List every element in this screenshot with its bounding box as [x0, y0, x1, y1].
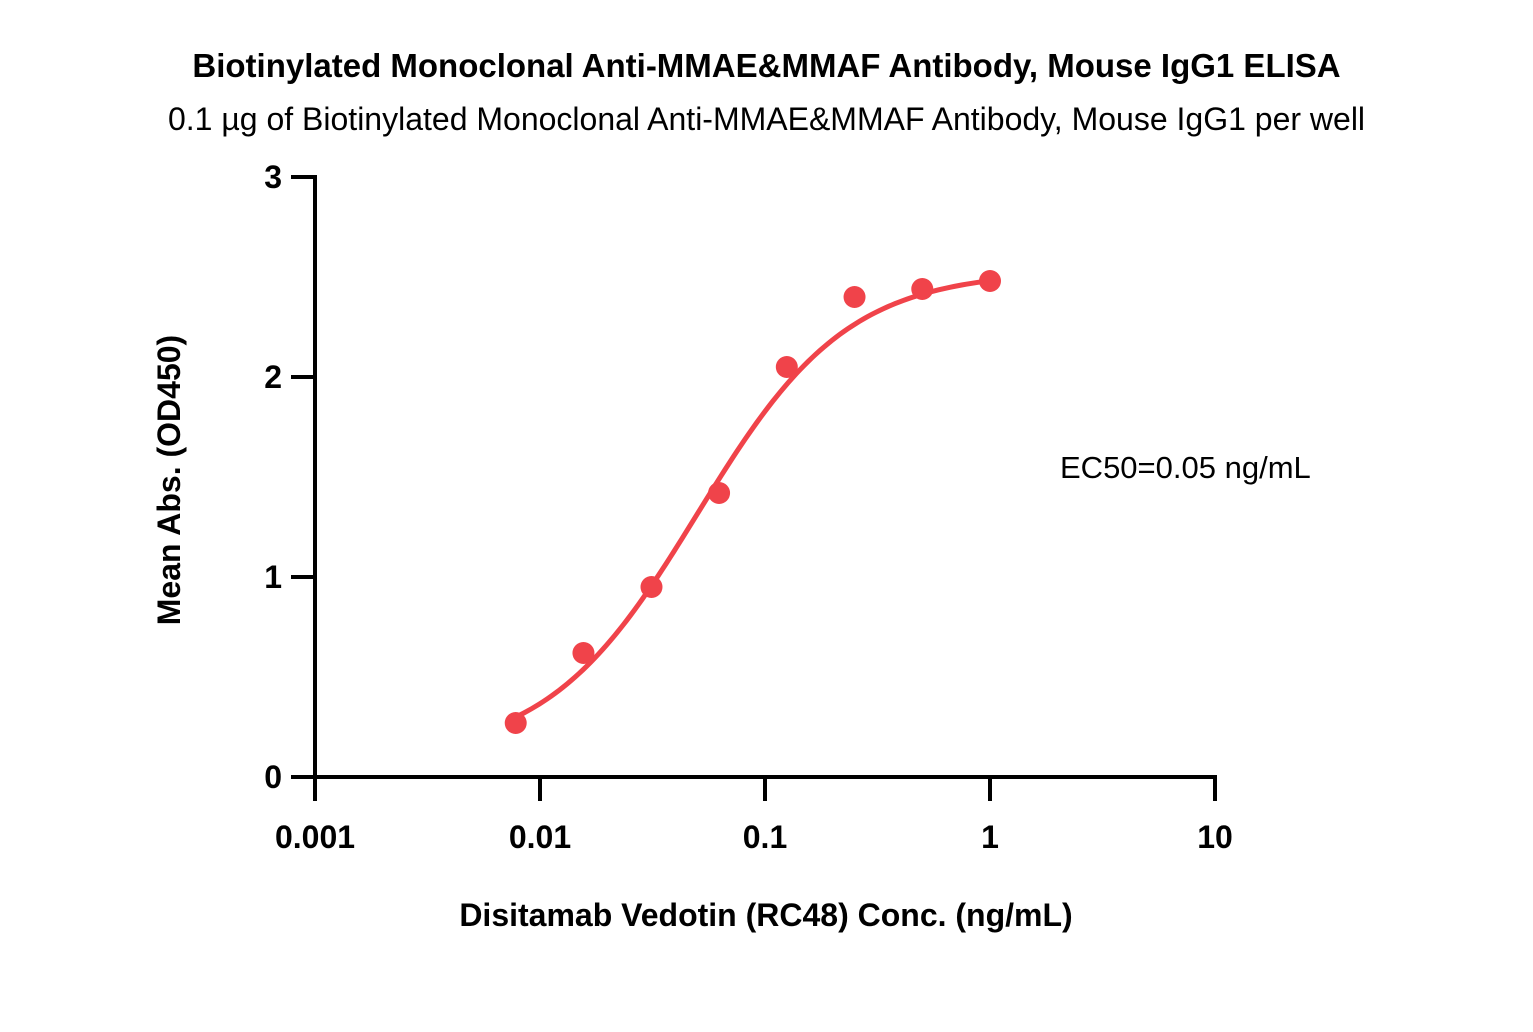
y-tick-label: 1 — [264, 559, 282, 595]
x-axis-label: Disitamab Vedotin (RC48) Conc. (ng/mL) — [459, 897, 1072, 933]
data-point — [911, 278, 934, 300]
y-tick-label: 2 — [264, 359, 282, 395]
fit-curve — [513, 278, 993, 720]
x-tick-label: 10 — [1197, 819, 1233, 855]
data-points-layer — [504, 270, 1001, 734]
ec50-annotation: EC50=0.05 ng/mL — [1060, 450, 1311, 485]
fit-curve-layer — [513, 278, 993, 720]
data-point — [708, 482, 731, 504]
axes: 0 1 2 3 0.001 0.01 0.1 1 10 — [264, 159, 1233, 855]
chart-title: Biotinylated Monoclonal Anti-MMAE&MMAF A… — [192, 47, 1341, 84]
x-tick-label: 0.001 — [275, 819, 355, 855]
x-tick-label: 0.1 — [743, 819, 787, 855]
y-tick-label: 0 — [264, 759, 282, 795]
chart-subtitle: 0.1 µg of Biotinylated Monoclonal Anti-M… — [167, 101, 1366, 137]
data-point — [640, 576, 663, 598]
data-point — [572, 642, 595, 664]
y-tick-label: 3 — [264, 159, 282, 195]
y-axis-label: Mean Abs. (OD450) — [151, 335, 187, 625]
data-point — [504, 712, 527, 734]
data-point — [775, 356, 798, 378]
data-point — [843, 286, 866, 308]
x-tick-label: 0.01 — [509, 819, 571, 855]
data-point — [979, 270, 1001, 292]
x-tick-label: 1 — [981, 819, 999, 855]
